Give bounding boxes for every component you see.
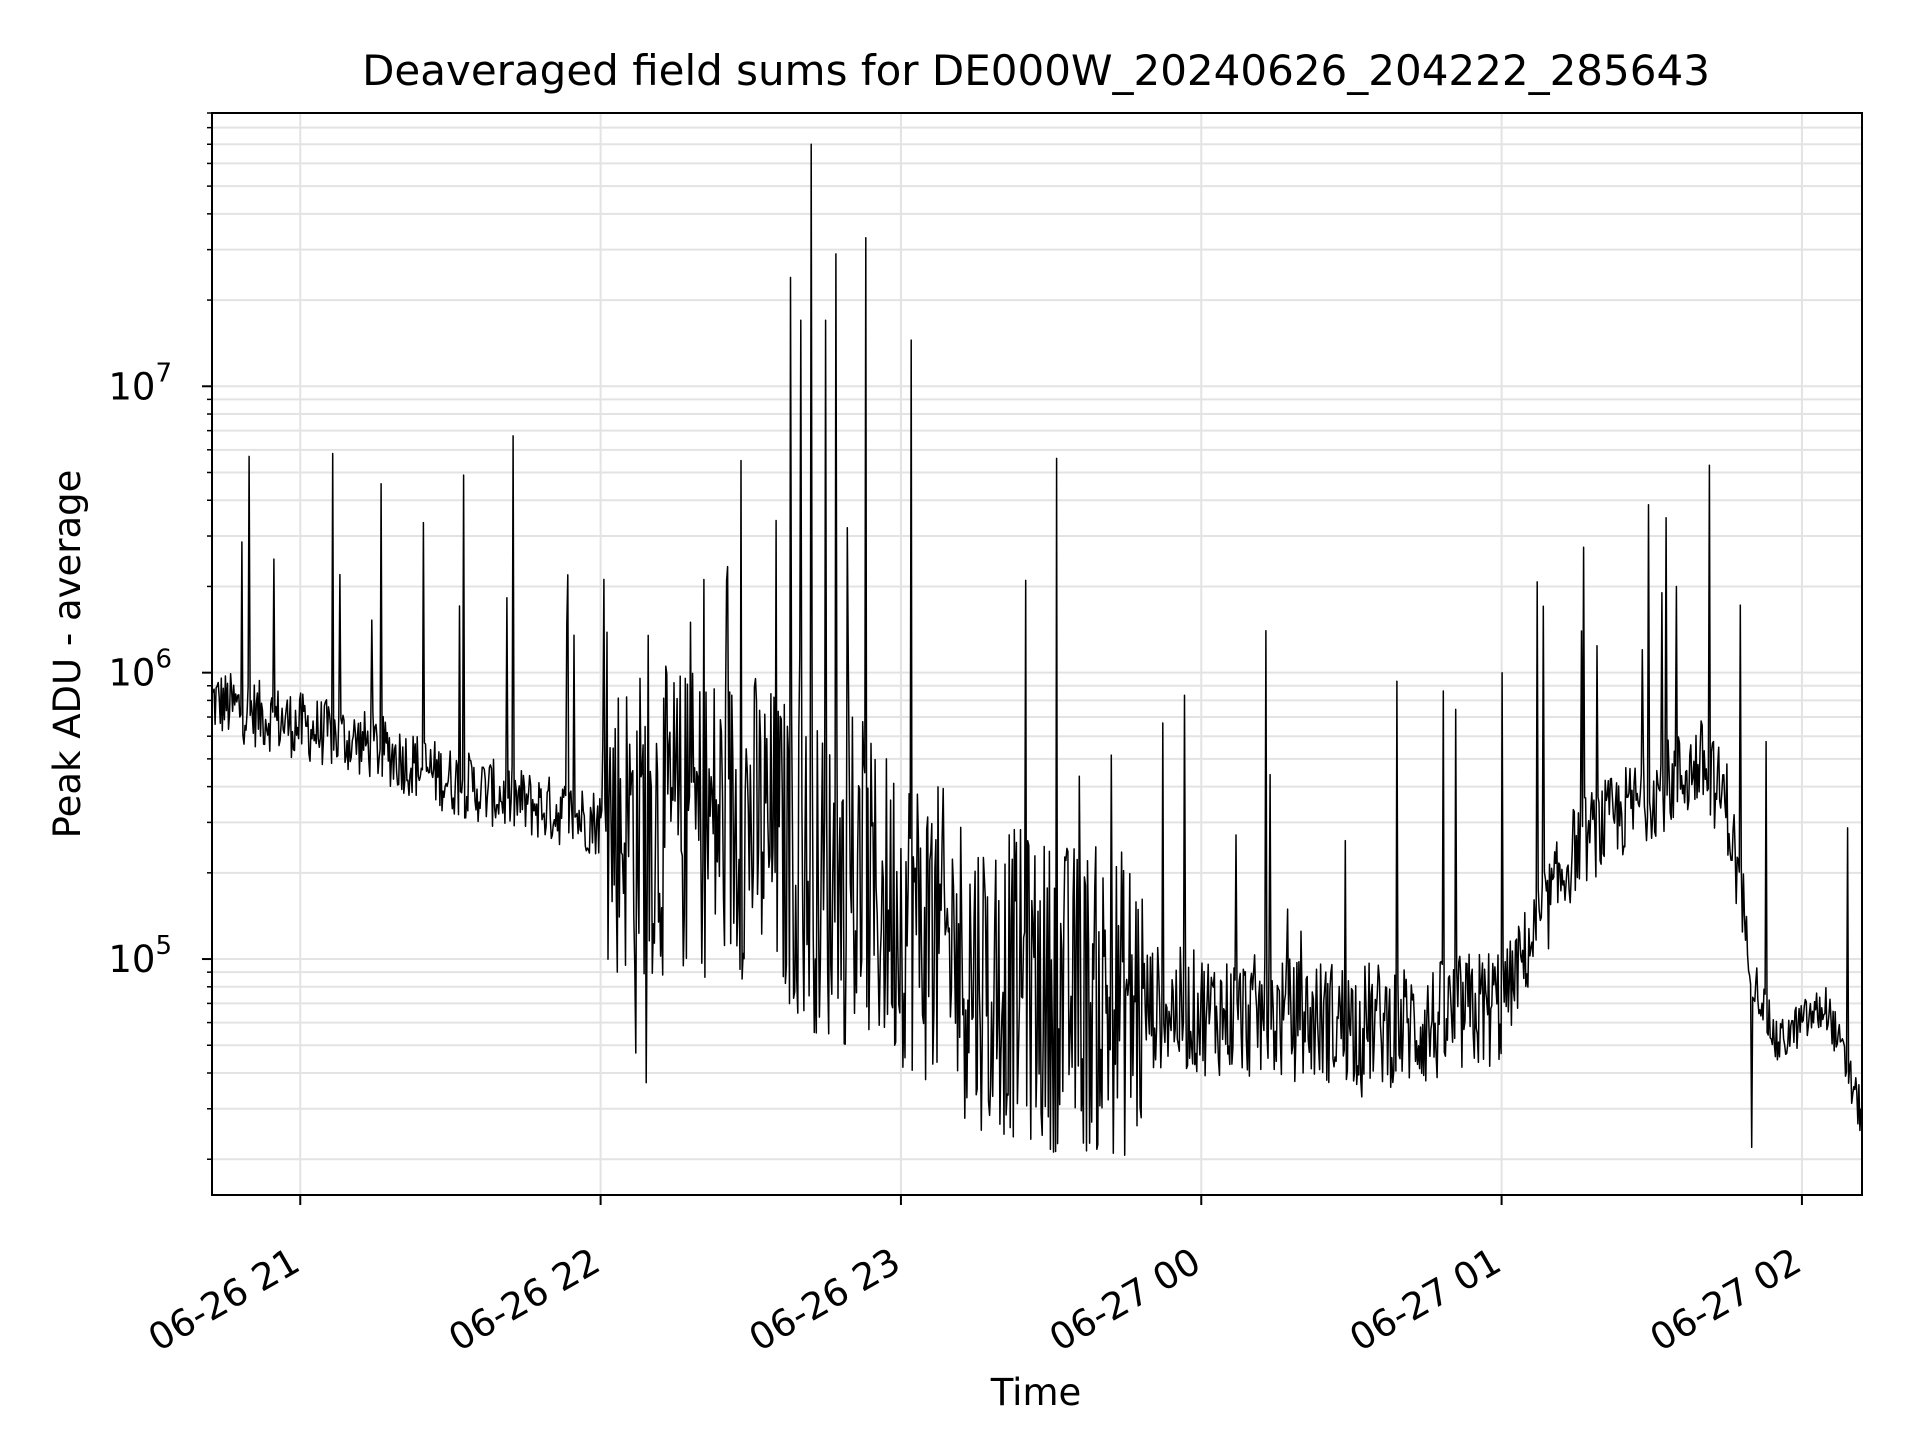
y-axis-label: Peak ADU - average (46, 470, 89, 839)
x-axis-label: Time (990, 1371, 1082, 1414)
y-tick-label: 106 (108, 645, 172, 695)
y-axis: 105 106 107 (108, 112, 212, 1160)
y-tick-label: 105 (108, 931, 172, 981)
series-line (211, 143, 1863, 1156)
plot-frame (211, 112, 1863, 1196)
series-path (211, 143, 1863, 1156)
y-tick-label: 107 (108, 358, 172, 408)
chart-title: Deaveraged field sums for DE000W_2024062… (362, 46, 1710, 95)
